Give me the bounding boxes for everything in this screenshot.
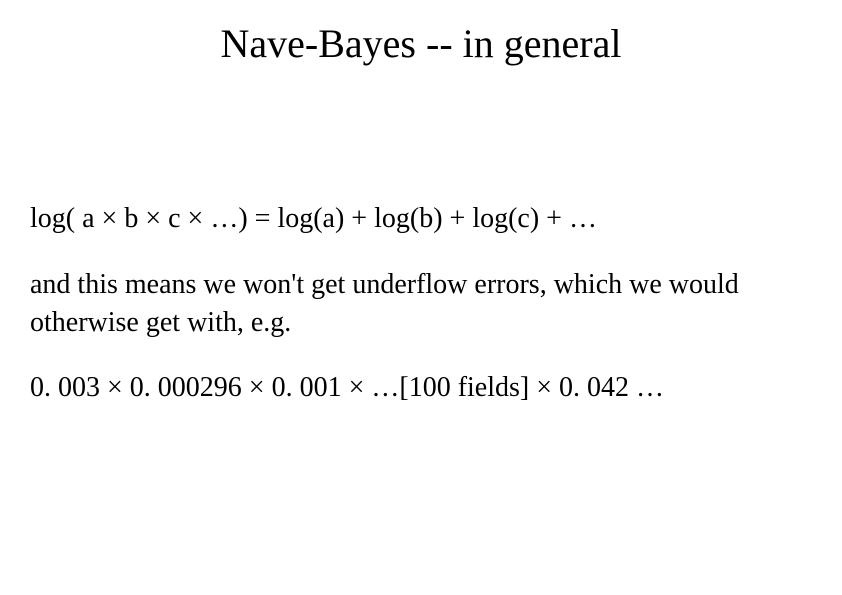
explain-text: and this means we won't get underflow er… (30, 266, 812, 342)
slide-body: log( a × b × c × …) = log(a) + log(b) + … (30, 200, 812, 435)
slide: Nave-Bayes -- in general log( a × b × c … (0, 0, 842, 595)
slide-title: Nave-Bayes -- in general (0, 20, 842, 67)
example-numbers: 0. 003 × 0. 000296 × 0. 001 × …[100 fiel… (30, 369, 812, 407)
log-equation: log( a × b × c × …) = log(a) + log(b) + … (30, 200, 812, 238)
